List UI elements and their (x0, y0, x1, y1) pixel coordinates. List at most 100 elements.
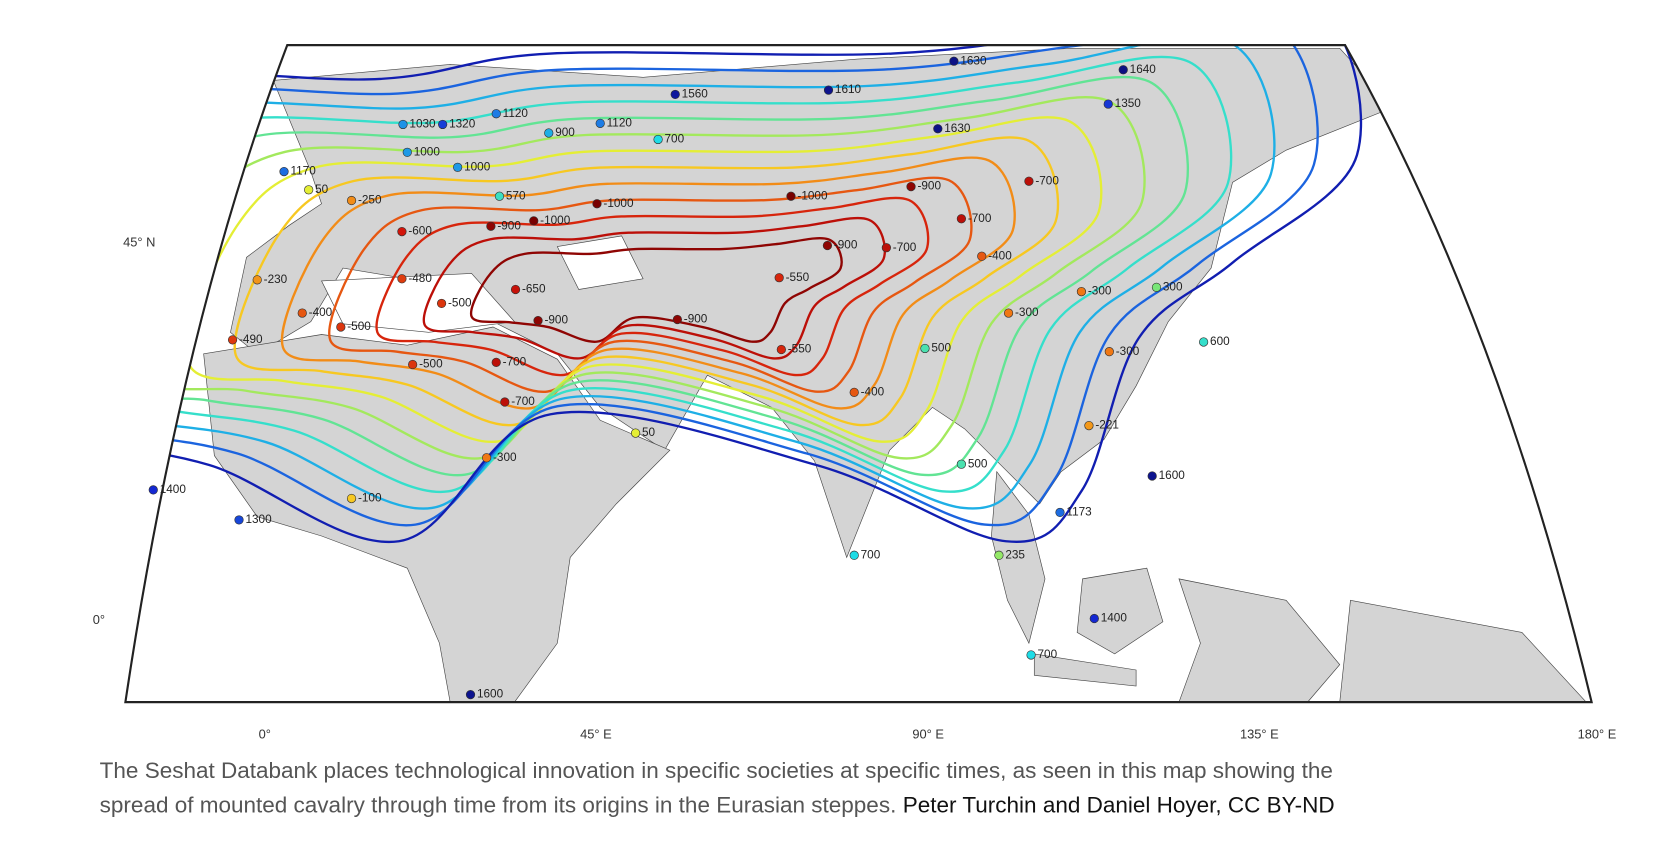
point-label: 900 (555, 126, 575, 139)
point-marker (279, 166, 289, 177)
point-marker (529, 216, 539, 226)
point-marker (994, 550, 1004, 560)
contours (125, 45, 1363, 544)
point-label: -700 (503, 355, 527, 368)
point-marker (1118, 65, 1128, 75)
point-marker (849, 550, 859, 560)
point-marker (786, 191, 796, 201)
point-marker (494, 191, 505, 201)
point-label: -550 (786, 271, 810, 284)
point-label: -500 (448, 297, 472, 310)
caption-line: The Seshat Databank places technological… (100, 758, 1333, 783)
point-marker (1024, 176, 1034, 186)
point-marker (1089, 613, 1099, 624)
point-label: -1000 (603, 197, 634, 210)
point-marker (436, 298, 447, 309)
point-marker (774, 273, 784, 283)
contour-line (125, 45, 1363, 544)
point-label: 500 (968, 457, 988, 470)
point-label: -900 (497, 219, 521, 232)
contour-line (125, 45, 1319, 527)
point-label: -900 (917, 180, 941, 193)
contour-line (125, 45, 1276, 510)
point-label: -600 (408, 225, 432, 238)
point-label: 1640 (1130, 63, 1157, 76)
point-marker (544, 128, 554, 138)
axis-labels: 45° N 0° 0° 45° E 90° E 135° E 180° E (93, 235, 1617, 742)
contour-line (139, 95, 1146, 460)
point-label: -900 (834, 239, 858, 252)
point-marker (906, 181, 916, 192)
point-label: -500 (419, 358, 443, 371)
point-marker (1026, 650, 1036, 660)
point-label: 1030 (409, 118, 436, 131)
point-marker (510, 284, 521, 295)
point-label: -300 (1015, 306, 1039, 319)
point-label: 1120 (503, 107, 529, 120)
point-label: -300 (493, 451, 517, 464)
point-label: 1600 (1159, 469, 1186, 482)
lat-label: 45° N (123, 235, 155, 250)
point-marker (956, 459, 967, 469)
point-marker (823, 85, 834, 95)
point-marker (956, 214, 967, 224)
point-label: 700 (861, 548, 881, 561)
point-marker (148, 485, 158, 495)
point-marker (398, 119, 408, 130)
point-marker (491, 357, 501, 367)
point-marker (304, 185, 314, 195)
point-marker (297, 308, 307, 318)
point-label: 1000 (464, 160, 491, 173)
point-label: 1170 (290, 165, 316, 178)
point-marker (949, 56, 959, 66)
point-marker (397, 227, 407, 237)
point-marker (481, 453, 492, 463)
point-marker (346, 195, 357, 206)
point-marker (1104, 347, 1114, 357)
point-marker (1199, 337, 1209, 347)
point-label: 1630 (944, 122, 971, 135)
contour-line (328, 176, 973, 393)
land (203, 48, 1587, 703)
point-marker (1084, 420, 1094, 431)
point-label: -1000 (797, 189, 828, 202)
point-label: 1400 (160, 483, 187, 496)
point-label: 1630 (960, 54, 987, 67)
point-marker (849, 387, 859, 397)
point-label: 700 (1037, 648, 1057, 661)
point-label: 700 (665, 133, 685, 146)
point-marker (595, 118, 605, 128)
lon-label: 0° (259, 727, 271, 742)
lon-label: 180° E (1578, 727, 1617, 742)
points: 1630 1640 1560 1610 1350 1630 1120 1120 900 700 10… (148, 54, 1230, 701)
point-marker (881, 243, 891, 253)
point-label: -400 (988, 249, 1012, 262)
point-marker (227, 335, 238, 345)
contour-line (280, 156, 1016, 410)
point-marker (1103, 99, 1113, 109)
point-marker (453, 162, 463, 172)
point-label: -900 (544, 314, 568, 327)
point-label: -230 (264, 273, 288, 286)
caption-credit: Peter Turchin and Daniel Hoyer, CC BY-ND (903, 793, 1335, 818)
point-marker (500, 397, 510, 407)
point-marker (533, 315, 543, 326)
caption-line: spread of mounted cavalry through time f… (100, 793, 1335, 818)
point-label: -650 (522, 283, 546, 296)
point-marker (920, 343, 930, 354)
point-label: 1610 (835, 83, 862, 96)
point-marker (1147, 471, 1157, 481)
point-label: 600 (1210, 335, 1230, 348)
point-label: -1000 (540, 214, 571, 227)
point-marker (933, 124, 943, 134)
point-marker (822, 240, 833, 251)
point-label: 50 (642, 426, 656, 439)
point-marker (491, 109, 501, 119)
lon-label: 90° E (912, 727, 944, 742)
contour-line (125, 55, 1233, 494)
point-marker (630, 428, 641, 438)
point-label: 1320 (449, 118, 476, 131)
point-label: 1600 (477, 688, 504, 701)
